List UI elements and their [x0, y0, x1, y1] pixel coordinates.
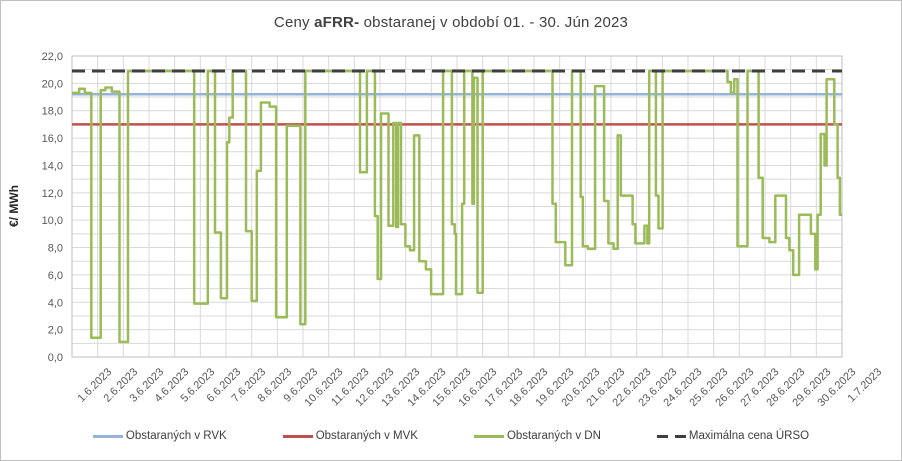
y-axis-tick-label: 14,0: [42, 160, 63, 172]
y-axis-tick-label: 16,0: [42, 133, 63, 145]
chart-title-suffix: obstaranej v období 01. - 30. Jún 2023: [359, 14, 629, 31]
y-axis-tick-label: 12,0: [42, 188, 63, 200]
mvk-line-swatch-icon: [282, 434, 313, 438]
y-axis-tick-label: 18,0: [42, 106, 63, 118]
legend-item-dn: Obstaraných v DN: [473, 430, 601, 442]
y-axis-tick-label: 20,0: [42, 78, 63, 90]
legend: Obstaraných v RVK Obstaraných v MVK Obst…: [1, 430, 901, 442]
y-axis-tick-label: 6,0: [48, 270, 63, 282]
y-axis-tick-label: 2,0: [48, 325, 63, 337]
urso-dashed-swatch-icon: [656, 434, 686, 438]
legend-label-dn: Obstaraných v DN: [506, 430, 601, 442]
y-axis-tick-label: 10,0: [42, 215, 63, 227]
rvk-line-swatch-icon: [92, 434, 123, 438]
legend-label-urso: Maximálna cena ÚRSO: [688, 430, 810, 442]
y-axis-tick-label: 22,0: [42, 51, 63, 63]
legend-item-rvk: Obstaraných v RVK: [92, 430, 227, 442]
chart-title: Ceny aFRR- obstaranej v období 01. - 30.…: [1, 14, 901, 31]
legend-label-mvk: Obstaraných v MVK: [315, 430, 418, 442]
legend-item-mvk: Obstaraných v MVK: [282, 430, 418, 442]
y-axis-tick-label: 0,0: [48, 352, 63, 364]
y-axis-tick-label: 4,0: [48, 297, 63, 309]
dn-line-swatch-icon: [473, 434, 504, 438]
legend-item-urso: Maximálna cena ÚRSO: [656, 430, 810, 442]
chart-title-prefix: Ceny: [273, 14, 315, 31]
legend-label-rvk: Obstaraných v RVK: [125, 430, 227, 442]
chart-title-bold: aFRR-: [314, 14, 360, 31]
y-axis-tick-label: 8,0: [48, 243, 63, 255]
